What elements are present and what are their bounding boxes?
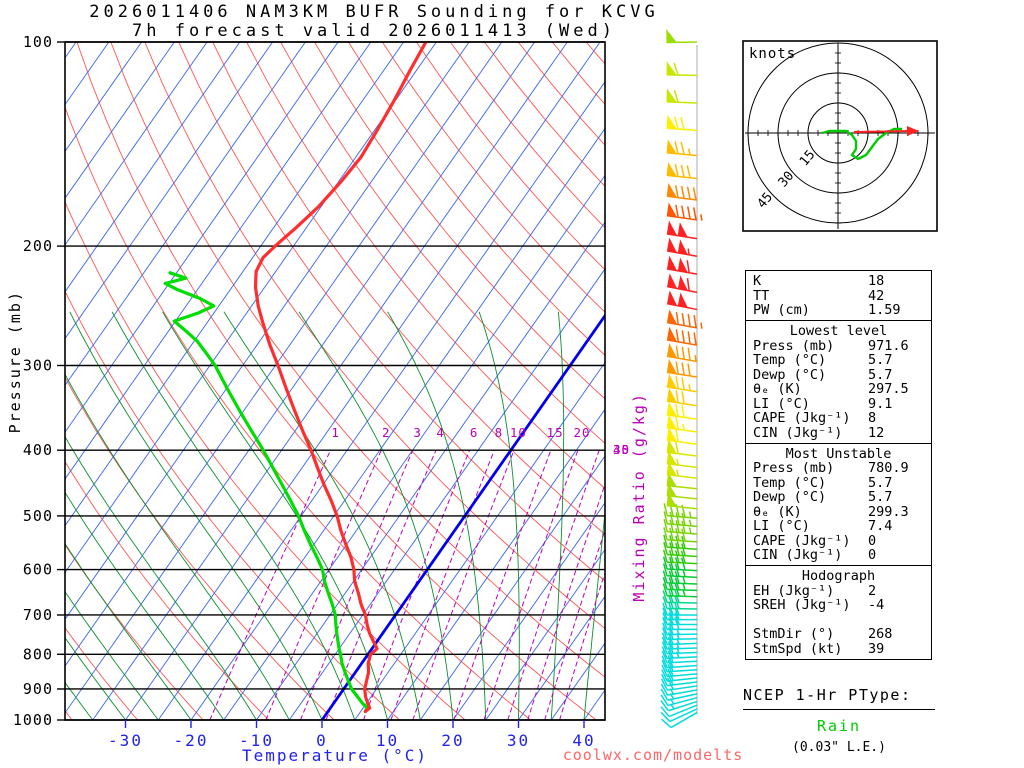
stat-row: LI (°C) 7.4: [753, 518, 893, 534]
svg-text:500: 500: [23, 507, 53, 525]
ptype-value: Rain: [816, 717, 862, 735]
panel-header: Lowest level: [789, 323, 888, 339]
svg-text:30: 30: [613, 442, 630, 457]
ptype-title: NCEP 1-Hr PType:: [743, 686, 935, 710]
svg-text:700: 700: [23, 606, 53, 624]
svg-text:-20: -20: [174, 731, 209, 750]
svg-text:10: 10: [376, 731, 399, 750]
svg-text:3: 3: [413, 425, 422, 440]
svg-text:6: 6: [470, 425, 479, 440]
svg-text:0: 0: [316, 731, 328, 750]
svg-text:knots: knots: [749, 46, 796, 62]
svg-text:8: 8: [495, 425, 504, 440]
stat-row: LI (°C) 9.1: [753, 395, 893, 412]
stat-row: CIN (Jkg⁻¹) 0: [753, 547, 877, 563]
svg-text:40: 40: [613, 442, 630, 457]
panel-header: Most Unstable: [785, 445, 892, 462]
svg-text:2: 2: [382, 425, 391, 440]
stat-row: θₑ (K) 297.5: [753, 381, 909, 397]
stat-row: θₑ (K) 299.3: [753, 503, 909, 520]
svg-text:400: 400: [23, 441, 53, 459]
svg-text:-30: -30: [108, 731, 143, 750]
wind-barb-column: [660, 29, 703, 729]
hodograph-stats-panel: Hodograph EH (Jkg⁻¹) 2 SREH (Jkg⁻¹) -4 StmDir…: [745, 565, 932, 660]
stat-row: PW (cm) 1.59: [753, 302, 901, 318]
svg-text:4: 4: [436, 425, 445, 440]
svg-text:35: 35: [613, 442, 630, 457]
most-unstable-panel: Most Unstable Press (mb) 780.9 Temp (°C) 5.7…: [745, 442, 932, 567]
sounding-profiles: [163, 42, 428, 714]
lowest-level-panel: Lowest level Press (mb) 971.6 Temp (°C) 5.7 D…: [745, 320, 932, 444]
svg-text:900: 900: [23, 680, 53, 698]
svg-text:20: 20: [441, 731, 464, 750]
svg-text:1: 1: [331, 425, 340, 440]
stat-row: Temp (°C) 5.7: [753, 352, 893, 368]
stat-row: [746, 613, 931, 628]
ptype-note: (0.03" L.E.): [792, 740, 886, 755]
svg-text:10: 10: [510, 425, 527, 440]
svg-text:300: 300: [23, 356, 53, 374]
indices-panel: K 18 TT 42 PW (cm) 1.59: [745, 270, 932, 322]
stat-row: K 18: [753, 273, 885, 289]
svg-text:30: 30: [507, 731, 530, 750]
temperature-axis-label: Temperature (°C): [241, 746, 429, 765]
panel-header: Hodograph: [801, 568, 876, 584]
svg-text:800: 800: [23, 645, 53, 663]
stat-row: CAPE (Jkg⁻¹) 0: [753, 532, 877, 549]
chart-title-line2: 7h forecast valid 2026011413 (Wed): [132, 21, 616, 41]
stat-row: CAPE (Jkg⁻¹) 8: [753, 410, 877, 426]
pressure-axis-label: Pressure (mb): [6, 290, 24, 434]
chart-title-line1: 2026011406 NAM3KM BUFR Sounding for KCVG: [89, 2, 659, 22]
svg-text:-10: -10: [239, 731, 274, 750]
stat-row: StmDir (°) 268: [753, 626, 893, 642]
stat-row: CIN (Jkg⁻¹) 12: [753, 424, 885, 441]
stat-row: Temp (°C) 5.7: [753, 474, 893, 491]
stat-row: Dewp (°C) 5.7: [753, 366, 893, 383]
stat-row: EH (Jkg⁻¹) 2: [753, 582, 877, 599]
ptype-block: NCEP 1-Hr PType: Rain (0.03" L.E.): [743, 686, 935, 755]
svg-text:100: 100: [23, 33, 53, 51]
svg-text:20: 20: [573, 425, 590, 440]
stat-row: Press (mb) 971.6: [753, 337, 909, 354]
svg-text:40: 40: [572, 731, 595, 750]
mixing-ratio-axis-label: Mixing Ratio (g/kg): [630, 392, 648, 602]
svg-text:200: 200: [23, 237, 53, 255]
svg-text:15: 15: [547, 425, 564, 440]
stat-row: Dewp (°C) 5.7: [753, 489, 893, 505]
stat-row: Press (mb) 780.9: [753, 460, 909, 476]
svg-text:600: 600: [23, 561, 53, 579]
stat-row: SREH (Jkg⁻¹) -4: [753, 597, 885, 613]
stats-panels: K 18 TT 42 PW (cm) 1.59 Lowest level Press (mb…: [745, 270, 932, 660]
svg-text:1000: 1000: [13, 711, 53, 729]
stat-row: StmSpd (kt) 39: [753, 640, 885, 657]
watermark-text: coolwx.com/modelts: [562, 746, 744, 764]
stat-row: TT 42: [753, 287, 885, 304]
